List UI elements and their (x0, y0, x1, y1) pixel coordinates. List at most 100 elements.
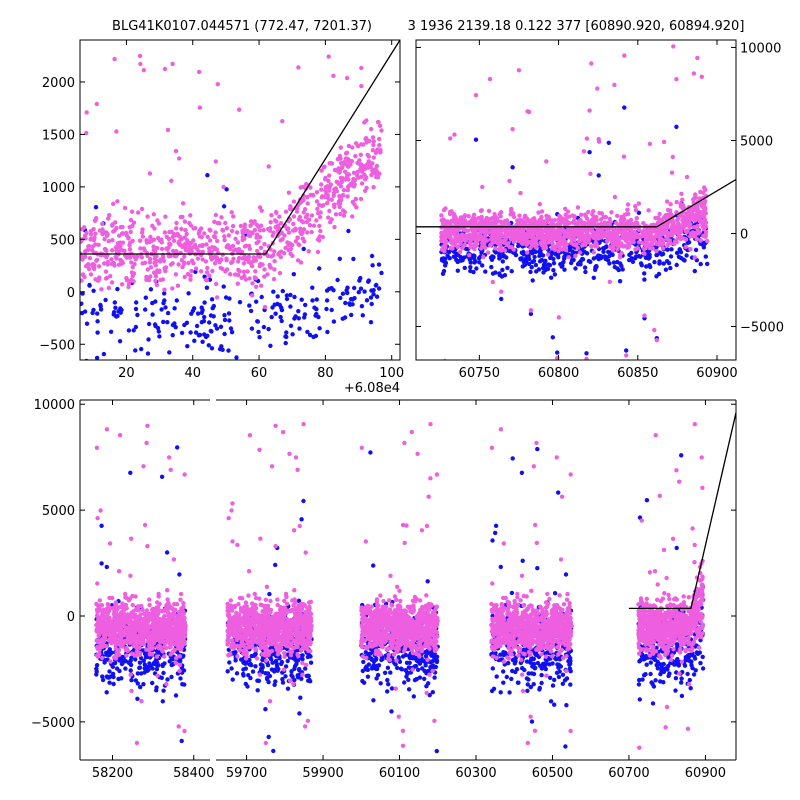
data-point (293, 314, 298, 319)
data-point (541, 246, 546, 251)
data-point (178, 591, 184, 597)
data-point (144, 623, 150, 628)
data-point (691, 212, 696, 218)
data-point (337, 256, 342, 261)
data-point (462, 242, 467, 248)
data-point (166, 236, 172, 242)
data-point (127, 225, 132, 230)
data-point (356, 290, 361, 295)
data-point (533, 262, 539, 268)
data-point (229, 330, 235, 335)
data-point (204, 285, 210, 290)
data-point (174, 298, 179, 303)
data-point (106, 239, 112, 244)
data-point (259, 283, 264, 288)
data-point (272, 267, 277, 272)
data-point (643, 235, 649, 240)
data-point (86, 262, 92, 267)
data-point (312, 305, 317, 310)
data-point (562, 267, 567, 272)
data-point (578, 217, 583, 223)
data-point (257, 335, 262, 340)
data-point (522, 237, 527, 242)
data-point (144, 647, 149, 652)
data-point (177, 572, 182, 577)
data-point (622, 236, 627, 241)
data-point (661, 139, 667, 145)
data-point (125, 648, 130, 654)
data-point (126, 632, 131, 638)
data-point (647, 254, 652, 260)
data-point (169, 178, 174, 183)
data-point (575, 205, 581, 210)
data-point (569, 240, 574, 246)
data-point (111, 628, 116, 633)
data-point (117, 668, 122, 674)
data-point (141, 464, 146, 469)
data-point (126, 328, 132, 333)
data-point (98, 307, 104, 312)
data-point (179, 258, 184, 263)
data-point (636, 210, 642, 215)
data-point (219, 344, 224, 349)
data-point (107, 669, 112, 674)
data-point (159, 474, 165, 479)
data-point (175, 622, 180, 627)
data-point (541, 270, 546, 275)
data-point (301, 210, 306, 215)
data-point (652, 327, 657, 333)
data-point (160, 252, 166, 257)
data-point (305, 230, 310, 235)
data-point (275, 294, 280, 299)
data-point (188, 277, 193, 282)
data-point (273, 311, 278, 316)
data-point (154, 282, 160, 288)
data-point (253, 651, 258, 657)
data-point (545, 252, 551, 257)
data-point (267, 591, 272, 597)
data-point (522, 262, 528, 267)
data-point (300, 236, 305, 241)
data-point (348, 181, 353, 187)
data-point (587, 150, 592, 155)
data-point (473, 237, 478, 242)
data-point (128, 470, 133, 475)
data-point (551, 261, 557, 266)
data-point (205, 265, 210, 271)
data-point (145, 351, 151, 356)
data-point (110, 595, 115, 601)
data-point (146, 611, 151, 616)
data-point (278, 254, 283, 260)
data-point (295, 235, 300, 240)
data-point (129, 209, 135, 214)
data-point (584, 356, 589, 360)
data-point (288, 304, 293, 309)
data-point (590, 220, 596, 225)
data-point (628, 217, 634, 223)
data-point (180, 214, 185, 220)
data-point (127, 255, 132, 260)
data-point (677, 248, 682, 254)
data-point (155, 600, 160, 605)
data-point (152, 322, 158, 327)
data-point (351, 256, 356, 262)
data-point (271, 748, 276, 754)
data-point (490, 220, 495, 226)
data-point (326, 185, 331, 190)
data-point (176, 724, 181, 729)
data-point (525, 250, 530, 255)
data-point (540, 265, 546, 271)
data-point (96, 277, 102, 282)
data-point (510, 127, 515, 132)
data-point (336, 166, 341, 171)
data-point (139, 255, 144, 260)
data-point (571, 257, 576, 263)
data-point (593, 244, 598, 249)
data-point (223, 220, 228, 226)
data-point (331, 288, 336, 293)
data-point (674, 199, 679, 205)
data-point (211, 314, 216, 319)
data-point (280, 288, 285, 294)
data-point (639, 240, 644, 245)
data-point (634, 215, 639, 221)
